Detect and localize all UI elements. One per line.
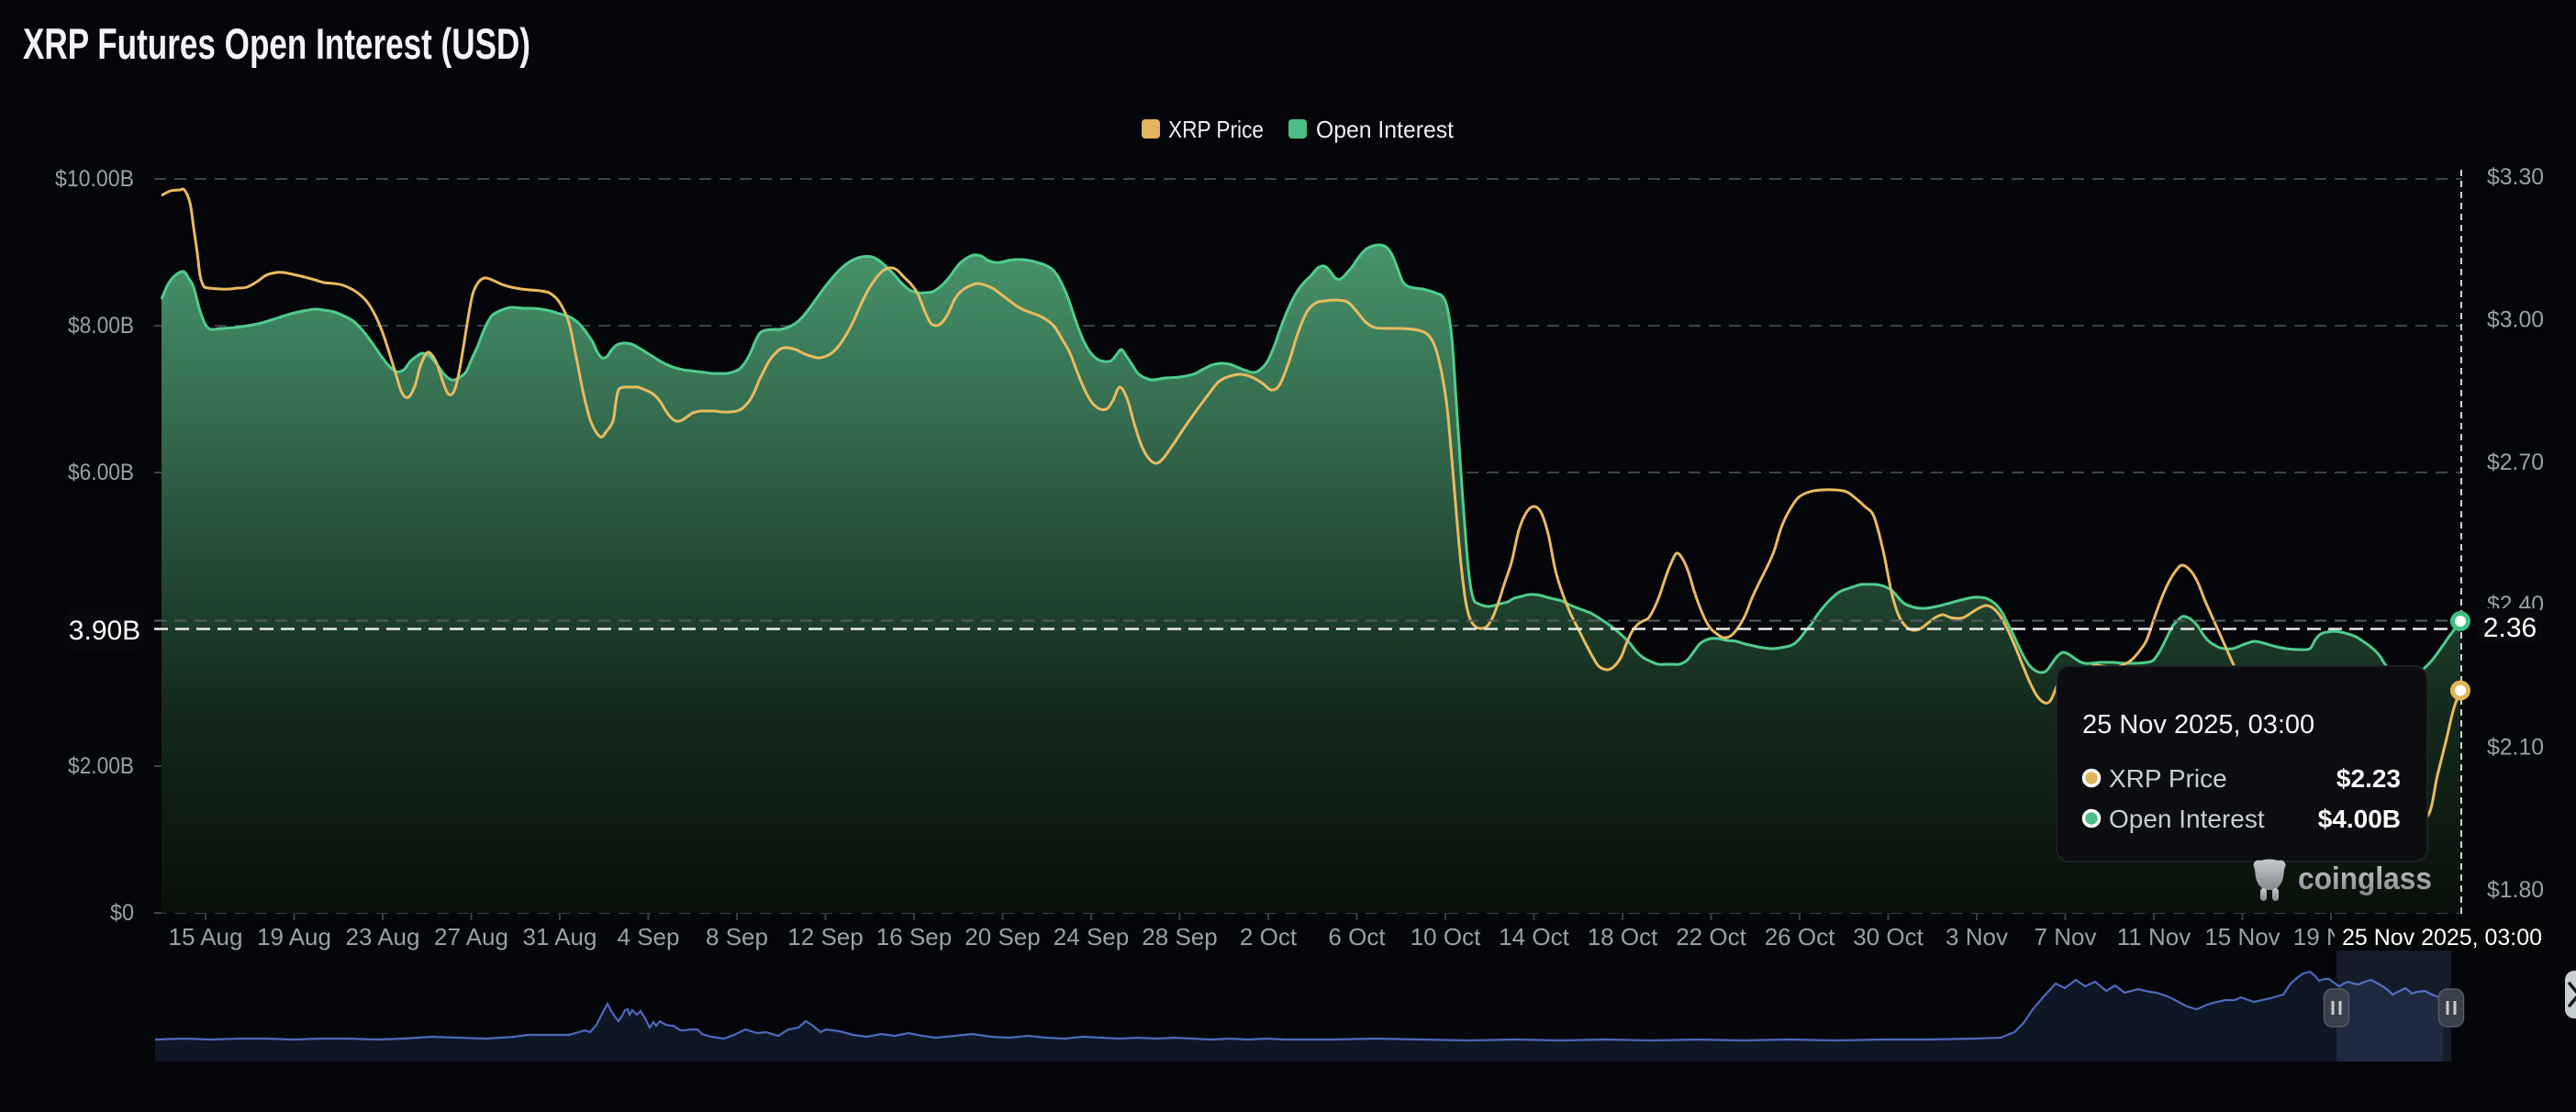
svg-text:$10.00B: $10.00B [55, 166, 134, 192]
svg-text:22 Oct: 22 Oct [1676, 923, 1746, 951]
svg-text:15 Aug: 15 Aug [169, 923, 243, 951]
svg-text:XRP Price: XRP Price [1168, 116, 1264, 143]
svg-text:15 Nov: 15 Nov [2204, 923, 2280, 951]
svg-text:23 Aug: 23 Aug [346, 923, 420, 951]
svg-text:$6.00B: $6.00B [68, 460, 134, 485]
svg-text:$2.10: $2.10 [2487, 735, 2544, 761]
svg-text:3.90B: 3.90B [69, 616, 140, 646]
svg-text:$3.30: $3.30 [2487, 164, 2544, 190]
svg-text:12 Sep: 12 Sep [787, 923, 863, 951]
svg-text:XRP Futures Open Interest (USD: XRP Futures Open Interest (USD) [23, 19, 530, 68]
svg-text:$2.00B: $2.00B [68, 753, 134, 779]
svg-text:4 Sep: 4 Sep [618, 923, 680, 951]
svg-text:coinglass: coinglass [2298, 862, 2432, 896]
svg-text:26 Oct: 26 Oct [1765, 923, 1835, 951]
svg-text:XRP Price: XRP Price [2109, 764, 2227, 793]
svg-text:Open Interest: Open Interest [1316, 116, 1455, 143]
svg-text:27 Aug: 27 Aug [434, 923, 508, 951]
svg-text:$0: $0 [110, 900, 134, 926]
svg-text:10 Oct: 10 Oct [1411, 923, 1481, 951]
svg-text:28 Sep: 28 Sep [1142, 923, 1217, 951]
svg-text:2 Oct: 2 Oct [1240, 923, 1298, 951]
svg-text:7 Nov: 7 Nov [2035, 923, 2097, 951]
svg-text:31 Aug: 31 Aug [523, 923, 597, 951]
svg-text:$2.23: $2.23 [2336, 764, 2401, 793]
svg-text:$8.00B: $8.00B [68, 313, 134, 339]
svg-text:Open Interest: Open Interest [2109, 805, 2265, 833]
svg-text:14 Oct: 14 Oct [1499, 923, 1569, 951]
svg-text:25 Nov 2025, 03:00: 25 Nov 2025, 03:00 [2342, 925, 2542, 951]
svg-text:2.36: 2.36 [2483, 613, 2537, 643]
svg-text:6 Oct: 6 Oct [1328, 923, 1386, 951]
svg-text:30 Oct: 30 Oct [1853, 923, 1924, 951]
svg-text:11 Nov: 11 Nov [2117, 923, 2191, 951]
svg-text:18 Oct: 18 Oct [1588, 923, 1658, 951]
svg-text:20 Sep: 20 Sep [965, 923, 1040, 951]
svg-text:8 Sep: 8 Sep [706, 923, 768, 951]
svg-text:24 Sep: 24 Sep [1054, 923, 1129, 951]
svg-text:19 Aug: 19 Aug [257, 923, 331, 951]
svg-text:$2.70: $2.70 [2487, 450, 2544, 475]
svg-text:$1.80: $1.80 [2487, 877, 2544, 903]
svg-text:$4.00B: $4.00B [2318, 805, 2401, 833]
svg-text:3 Nov: 3 Nov [1946, 923, 2008, 951]
svg-text:25 Nov 2025, 03:00: 25 Nov 2025, 03:00 [2082, 710, 2314, 739]
svg-text:$3.00: $3.00 [2487, 306, 2544, 332]
svg-text:16 Sep: 16 Sep [876, 923, 952, 951]
